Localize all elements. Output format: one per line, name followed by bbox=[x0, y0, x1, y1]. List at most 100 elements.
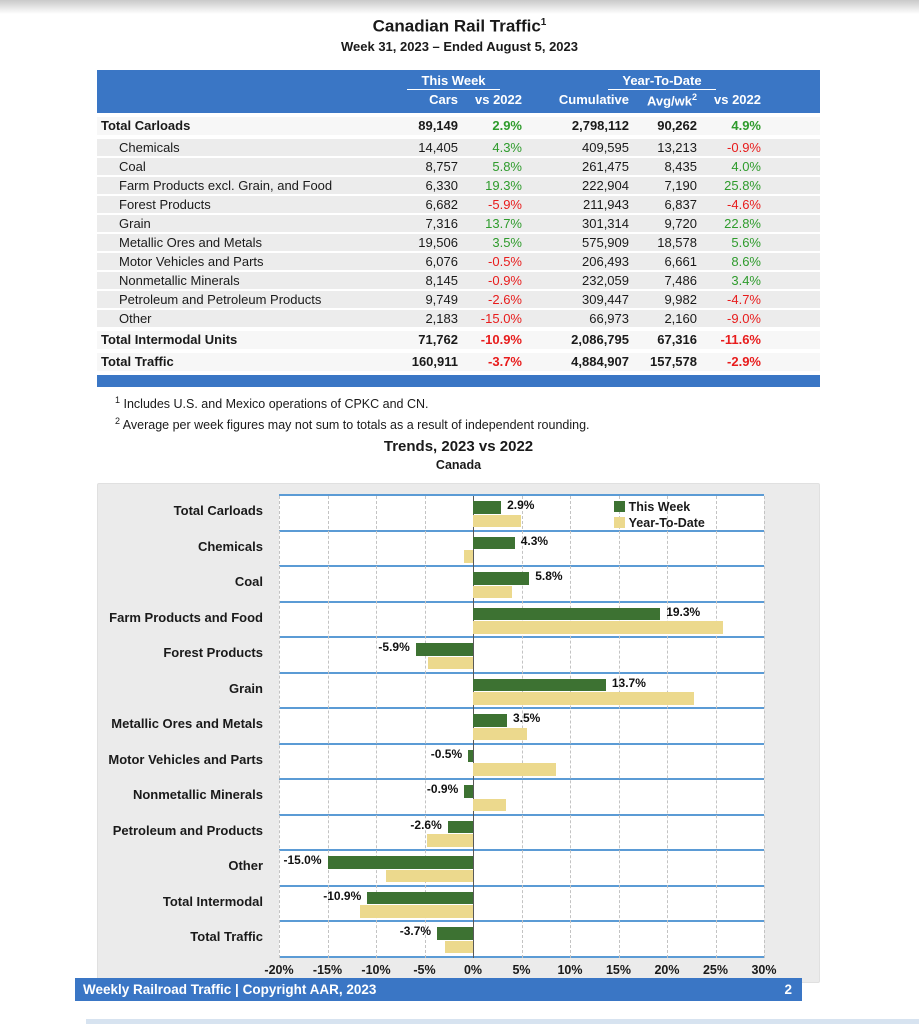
legend-item: This Week bbox=[613, 499, 705, 515]
avg-per-week-value: 157,578 bbox=[650, 353, 697, 369]
spacer bbox=[530, 291, 554, 308]
legend-swatch-icon bbox=[613, 501, 625, 513]
x-axis-tick-label: -5% bbox=[413, 963, 436, 978]
chart-title: Trends, 2023 vs 2022 bbox=[383, 438, 534, 456]
chart-category-label: Other bbox=[228, 858, 263, 874]
ytd-vs2022-value: 8.6% bbox=[731, 253, 761, 269]
cumulative-value: 575,909 bbox=[582, 234, 629, 250]
cars-vs2022-value: -0.9% bbox=[488, 272, 522, 288]
cumulative-value: 2,798,112 bbox=[571, 117, 629, 133]
page-title-text: Canadian Rail Traffic bbox=[372, 16, 541, 36]
legend-swatch-icon bbox=[613, 517, 625, 529]
spacer bbox=[530, 234, 554, 251]
spacer bbox=[530, 331, 554, 349]
cars-value: 2,183 bbox=[425, 310, 458, 326]
cumulative-value: 261,475 bbox=[582, 158, 629, 174]
x-axis-tick-label: -15% bbox=[312, 963, 343, 978]
chart-category-label: Metallic Ores and Metals bbox=[111, 716, 263, 732]
chart-x-axis: -20% -15% -10% -5% 0% 5% 10% 15% 20% 25% 30% bbox=[264, 961, 776, 981]
cars-value: 6,682 bbox=[425, 196, 458, 212]
this-week-bar bbox=[473, 678, 606, 692]
ytd-vs2022-value: 25.8% bbox=[724, 177, 761, 193]
table-row: Petroleum and Petroleum Products 9,749 -2.… bbox=[97, 290, 820, 308]
filler bbox=[770, 177, 820, 194]
bar-value-label: 13.7% bbox=[611, 675, 646, 690]
year-to-date-bar bbox=[473, 514, 521, 528]
gridline bbox=[327, 496, 329, 958]
table-header-groups: This Week Year-To-Date bbox=[97, 73, 820, 90]
table-bottom-bar bbox=[97, 374, 820, 387]
footnotes: 1 Includes U.S. and Mexico operations of… bbox=[97, 392, 820, 434]
footnote: 2 Average per week figures may not sum t… bbox=[115, 416, 590, 433]
gridline bbox=[279, 496, 280, 958]
filler bbox=[770, 353, 820, 371]
avg-per-week-value: 7,486 bbox=[664, 272, 697, 288]
row-label: Farm Products excl. Grain, and Food bbox=[119, 177, 333, 193]
table-row: Forest Products 6,682 -5.9% 211,943 6,837 -4.… bbox=[97, 195, 820, 213]
year-to-date-bar bbox=[385, 869, 473, 883]
year-to-date-bar bbox=[427, 834, 473, 847]
row-label: Metallic Ores and Metals bbox=[119, 234, 263, 250]
filler bbox=[770, 253, 820, 270]
chart-plot-area: 2.9% 4.3% 5.8% 19.3% -5.9% 13.7% 3.5% -0.5% -0.9… bbox=[279, 494, 765, 958]
column-header-vs2022-ytd: vs 2022 bbox=[714, 91, 761, 107]
bar-value-label: -0.5% bbox=[430, 746, 463, 761]
bar-value-label: -5.9% bbox=[378, 640, 410, 655]
column-header-avgwk-label: Avg/wk bbox=[646, 92, 692, 108]
table-row: Other 2,183 -15.0% 66,973 2,160 -9.0% bbox=[97, 309, 820, 327]
cumulative-value: 232,059 bbox=[582, 272, 629, 288]
table-header: This Week Year-To-Date Cars vs 2022 Cumu… bbox=[97, 69, 820, 113]
table-header-spacer bbox=[530, 73, 554, 90]
chart-legend: This Week Year-To-Date bbox=[613, 499, 705, 531]
chart-category-label: Total Carloads bbox=[173, 503, 263, 519]
cumulative-value: 66,973 bbox=[589, 310, 629, 326]
ytd-vs2022-value: -9.0% bbox=[727, 310, 761, 326]
filler bbox=[770, 234, 820, 251]
ytd-vs2022-value: 4.0% bbox=[731, 158, 761, 174]
spacer bbox=[530, 353, 554, 371]
spacer bbox=[530, 158, 554, 175]
table-header-columns: Cars vs 2022 Cumulative Avg/wk2 vs 2022 bbox=[97, 90, 820, 108]
chart-row: 13.7% bbox=[279, 674, 764, 710]
table-header-spacer bbox=[97, 73, 377, 90]
group-header-this-week-label: This Week bbox=[407, 73, 500, 90]
chart-category-label: Petroleum and Products bbox=[112, 822, 263, 838]
year-to-date-bar bbox=[464, 550, 473, 563]
chart-category-labels: Total Carloads Chemicals Coal Farm Products… bbox=[98, 494, 271, 956]
this-week-bar bbox=[415, 643, 473, 656]
table-row: Coal 8,757 5.8% 261,475 8,435 4.0% bbox=[97, 157, 820, 175]
cars-vs2022-value: 4.3% bbox=[492, 139, 522, 155]
avg-per-week-value: 6,661 bbox=[664, 253, 697, 269]
cars-vs2022-value: -15.0% bbox=[480, 310, 522, 326]
column-header-avgwk-footnote-ref: 2 bbox=[691, 91, 697, 102]
filler bbox=[770, 158, 820, 175]
x-axis-tick-label: 10% bbox=[557, 963, 583, 978]
row-label: Total Traffic bbox=[101, 353, 174, 369]
x-axis-tick-label: 5% bbox=[512, 963, 531, 978]
cumulative-value: 2,086,795 bbox=[571, 331, 629, 347]
column-header-vs2022-week: vs 2022 bbox=[475, 91, 522, 107]
cars-value: 6,330 bbox=[425, 177, 458, 193]
cars-value: 160,911 bbox=[411, 353, 458, 369]
spacer bbox=[530, 310, 554, 327]
bar-value-label: 4.3% bbox=[520, 533, 549, 548]
this-week-bar bbox=[367, 891, 473, 905]
table-row: Chemicals 14,405 4.3% 409,595 13,213 -0.9% bbox=[97, 138, 820, 156]
spacer bbox=[530, 139, 554, 156]
column-header-empty bbox=[97, 90, 377, 108]
avg-per-week-value: 8,435 bbox=[664, 158, 697, 174]
row-label: Total Carloads bbox=[101, 117, 191, 133]
row-label: Chemicals bbox=[119, 139, 180, 155]
bar-value-label: -0.9% bbox=[426, 782, 459, 797]
spacer bbox=[530, 196, 554, 213]
filler bbox=[770, 117, 820, 135]
year-to-date-bar bbox=[473, 585, 512, 599]
x-axis-tick-label: -10% bbox=[361, 963, 391, 978]
year-to-date-bar bbox=[473, 763, 557, 776]
main-content: This Week Year-To-Date Cars vs 2022 Cumu… bbox=[97, 69, 820, 984]
table-row: Total Traffic 160,911 -3.7% 4,884,907 157,57… bbox=[97, 352, 820, 371]
table-row: Total Intermodal Units 71,762 -10.9% 2,086,… bbox=[97, 330, 820, 349]
cumulative-value: 409,595 bbox=[582, 139, 629, 155]
cars-vs2022-value: 19.3% bbox=[485, 177, 522, 193]
